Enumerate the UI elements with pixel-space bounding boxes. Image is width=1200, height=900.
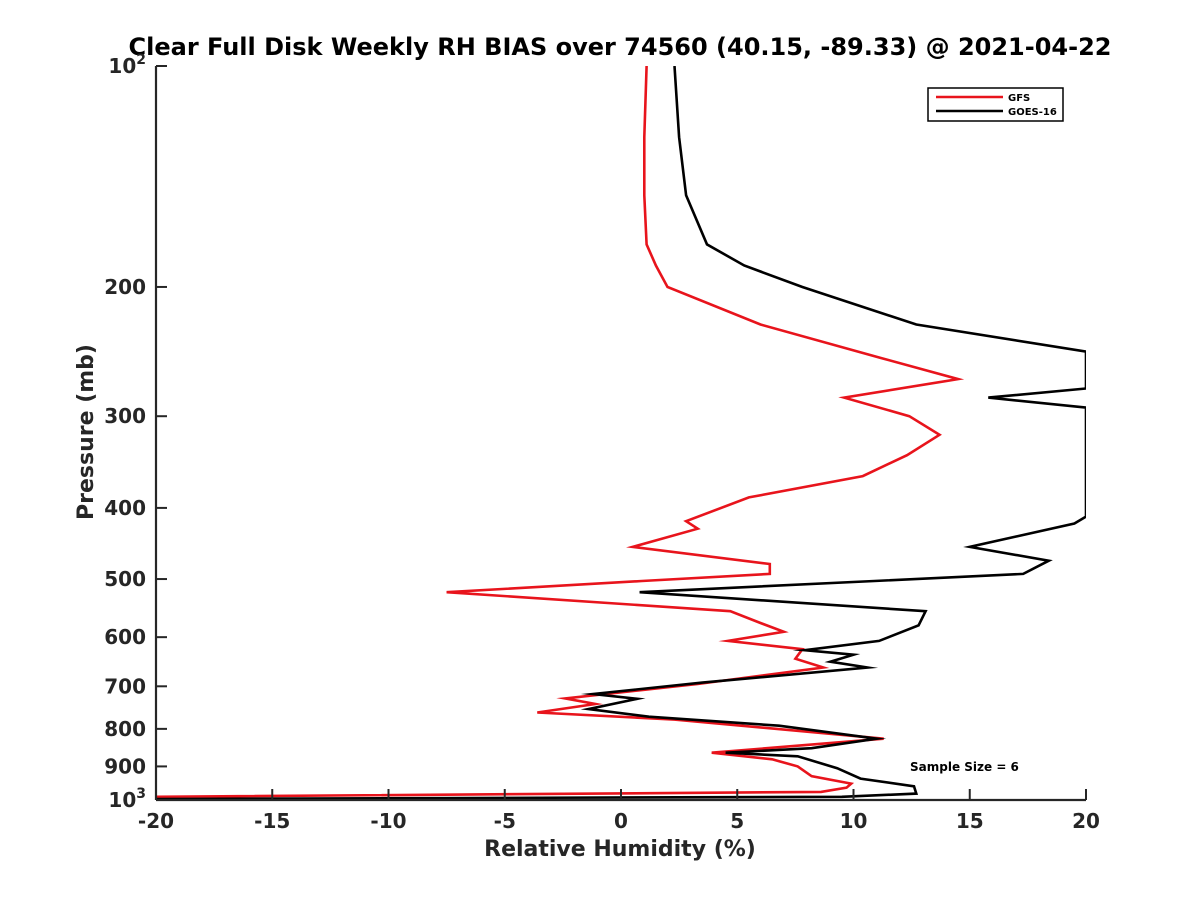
x-axis-label: Relative Humidity (%) (484, 837, 756, 862)
chart-title: Clear Full Disk Weekly RH BIAS over 7456… (129, 33, 1112, 61)
y-tick-label: 103 (108, 786, 146, 812)
legend: GFS GOES-16 (927, 87, 1064, 122)
series-line-goes-16 (156, 66, 1086, 800)
x-tick-label: 5 (730, 809, 744, 833)
y-tick-label: 102 (108, 52, 146, 78)
y-tick-label: 400 (104, 496, 146, 520)
ticks-layer: -20 -15 -10 -5 0 5 10 15 20 102 200 300 400 500 600 700… (104, 52, 1100, 833)
y-tick-label: 300 (104, 404, 146, 428)
x-tick-label: 0 (614, 809, 628, 833)
legend-box (927, 87, 1064, 122)
x-tick-label: -10 (370, 809, 406, 833)
series-layer (156, 66, 1086, 800)
x-tick-label: -5 (494, 809, 516, 833)
legend-entry-label: GFS (1008, 93, 1030, 104)
x-tick-label: 20 (1072, 809, 1100, 833)
y-tick-label: 900 (104, 754, 146, 778)
y-tick-label: 700 (104, 674, 146, 698)
y-tick-label: 500 (104, 567, 146, 591)
y-tick-label: 800 (104, 717, 146, 741)
x-tick-label: -15 (254, 809, 290, 833)
x-tick-label: 15 (956, 809, 984, 833)
series-line-gfs (156, 66, 965, 799)
sample-size-annotation: Sample Size = 6 (910, 760, 1019, 774)
x-tick-label: 10 (840, 809, 868, 833)
y-tick-label: 600 (104, 625, 146, 649)
y-axis-label: Pressure (mb) (74, 344, 99, 520)
y-tick-label: 200 (104, 275, 146, 299)
legend-entry-label: GOES-16 (1008, 107, 1057, 118)
x-tick-label: -20 (138, 809, 174, 833)
